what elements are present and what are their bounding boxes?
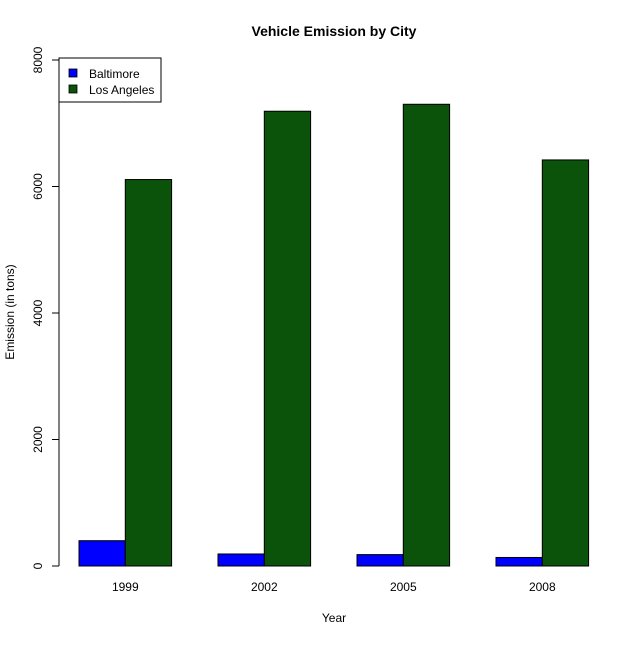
y-tick-label: 4000 [31,299,45,326]
legend-label: Baltimore [89,67,140,81]
x-tick-label: 1999 [112,580,139,594]
y-axis: 0 2000 4000 6000 8000 [31,46,60,569]
bar-los-angeles-2005 [402,103,451,567]
bar-baltimore-2005 [356,554,404,567]
legend: Baltimore Los Angeles [58,57,162,103]
chart-title: Vehicle Emission by City [252,23,417,39]
x-tick-labels: 1999 2002 2005 2008 [112,580,556,594]
y-tick-label: 6000 [31,173,45,200]
bar-baltimore-1999 [78,540,126,567]
y-tick-label: 8000 [31,46,45,73]
x-tick-label: 2008 [529,580,556,594]
y-tick-label: 0 [31,562,45,569]
bar-los-angeles-1999 [124,179,173,567]
bar-baltimore-2002 [217,553,265,567]
legend-box [58,57,162,103]
y-tick-label: 2000 [31,426,45,453]
x-tick-label: 2005 [390,580,417,594]
bar-los-angeles-2008 [541,159,590,567]
x-tick-label: 2002 [251,580,278,594]
bar-los-angeles-2002 [263,110,312,567]
x-axis-title: Year [322,611,346,625]
legend-label: Los Angeles [89,83,154,97]
legend-swatch [68,68,78,78]
y-axis-title: Emission (in tons) [3,264,17,359]
legend-swatch [68,84,78,94]
bar-baltimore-2008 [495,556,543,567]
bars [78,103,590,567]
